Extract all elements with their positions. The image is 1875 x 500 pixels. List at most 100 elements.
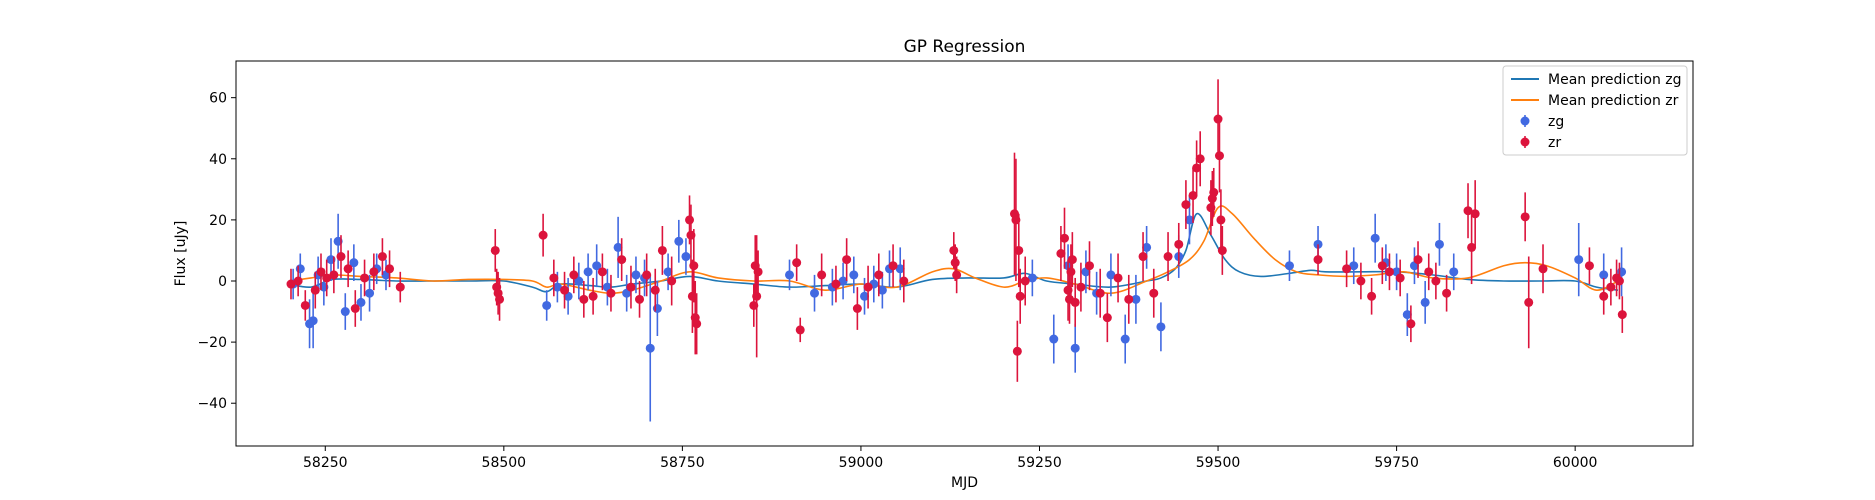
data-point xyxy=(1424,253,1434,291)
point-marker xyxy=(286,279,296,289)
point-marker xyxy=(817,270,827,280)
data-point xyxy=(888,244,898,288)
data-point xyxy=(542,290,552,321)
point-marker xyxy=(356,297,366,307)
point-marker xyxy=(1614,276,1624,286)
point-marker xyxy=(395,282,405,292)
point-marker xyxy=(1102,313,1112,323)
data-point xyxy=(1377,247,1387,285)
data-point xyxy=(1131,274,1141,324)
point-marker xyxy=(1584,261,1594,271)
point-marker xyxy=(899,276,909,286)
data-point xyxy=(293,265,303,297)
data-point xyxy=(377,238,387,275)
point-marker xyxy=(1059,233,1069,243)
data-point xyxy=(626,265,636,309)
y-tick-label: 40 xyxy=(209,152,227,168)
data-point xyxy=(1049,314,1059,364)
data-point xyxy=(597,253,607,291)
point-marker xyxy=(650,285,660,295)
point-marker xyxy=(377,252,387,262)
data-point xyxy=(360,259,370,297)
point-marker xyxy=(295,264,305,274)
point-marker xyxy=(895,264,905,274)
point-marker xyxy=(1138,252,1148,262)
point-marker xyxy=(1413,255,1423,265)
legend-label: zg xyxy=(1548,114,1564,130)
x-tick-label: 58750 xyxy=(660,455,705,471)
point-marker xyxy=(753,267,763,277)
data-point xyxy=(613,216,623,278)
point-marker xyxy=(1131,294,1141,304)
point-marker xyxy=(343,264,353,274)
data-point xyxy=(785,259,795,291)
data-point xyxy=(1463,183,1473,239)
data-point xyxy=(1207,171,1217,226)
legend-marker-swatch xyxy=(1520,137,1530,147)
data-point xyxy=(350,290,360,327)
point-marker xyxy=(1217,245,1227,255)
point-marker xyxy=(681,252,691,262)
point-marker xyxy=(1213,114,1223,124)
point-marker xyxy=(1070,297,1080,307)
point-marker xyxy=(1431,276,1441,286)
data-point xyxy=(650,268,660,312)
legend-label: Mean prediction zr xyxy=(1548,93,1679,109)
point-marker xyxy=(692,319,702,329)
point-marker xyxy=(579,294,589,304)
data-point xyxy=(1209,167,1219,217)
data-point xyxy=(1342,250,1352,288)
point-marker xyxy=(329,270,339,280)
x-axis-label: MJD xyxy=(951,475,978,491)
point-marker xyxy=(674,236,684,246)
point-marker xyxy=(1520,212,1530,222)
data-point xyxy=(1216,189,1226,251)
point-marker xyxy=(1066,267,1076,277)
point-marker xyxy=(874,270,884,280)
data-point xyxy=(877,271,887,309)
data-point xyxy=(1067,232,1077,288)
point-marker xyxy=(1524,297,1534,307)
point-marker xyxy=(490,245,500,255)
point-marker xyxy=(635,294,645,304)
data-point xyxy=(631,256,641,294)
data-point xyxy=(1163,232,1173,281)
data-point xyxy=(1113,253,1123,303)
data-point xyxy=(1014,213,1024,288)
point-marker xyxy=(1617,310,1627,320)
legend-item: zg xyxy=(1520,114,1564,130)
point-marker xyxy=(1095,288,1105,298)
point-marker xyxy=(322,273,332,283)
point-marker xyxy=(300,300,310,310)
y-tick-label: 20 xyxy=(209,213,227,229)
data-point xyxy=(1349,247,1359,285)
point-marker xyxy=(863,282,873,292)
data-point xyxy=(753,250,763,294)
point-marker xyxy=(1470,209,1480,219)
point-marker xyxy=(1574,255,1584,265)
point-marker xyxy=(810,288,820,298)
data-point xyxy=(1009,152,1019,275)
point-marker xyxy=(1356,276,1366,286)
point-marker xyxy=(588,291,598,301)
data-point xyxy=(863,265,873,309)
data-point xyxy=(1070,323,1080,373)
point-marker xyxy=(645,343,655,353)
data-point xyxy=(852,287,862,330)
data-point xyxy=(849,256,859,294)
data-point xyxy=(329,256,339,294)
data-point xyxy=(343,250,353,288)
y-tick-label: 0 xyxy=(218,274,227,290)
data-point xyxy=(1413,241,1423,278)
data-point xyxy=(674,219,684,263)
data-point xyxy=(286,268,296,300)
y-tick-label: −20 xyxy=(197,335,227,351)
data-point xyxy=(1174,222,1184,266)
point-marker xyxy=(308,316,318,326)
data-point xyxy=(1606,268,1616,306)
point-marker xyxy=(831,279,841,289)
data-point xyxy=(560,271,570,309)
data-point xyxy=(1120,314,1130,364)
x-tick-label: 59000 xyxy=(839,455,884,471)
